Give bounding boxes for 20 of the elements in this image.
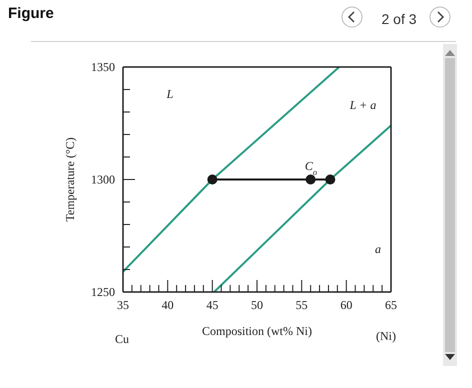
annotation: L + a: [348, 98, 376, 112]
x-axis-title: Composition (wt% Ni): [202, 324, 312, 338]
annotation: L: [166, 87, 174, 101]
x-tick-label: 65: [385, 298, 397, 312]
x-tick-label: 35: [117, 298, 129, 312]
annotation: a: [375, 242, 381, 256]
chart-title: Figure: [8, 5, 54, 22]
x-tick-label: 60: [340, 298, 352, 312]
annotation: C$_{o}$: [304, 159, 318, 176]
x-tick-label: 40: [162, 298, 174, 312]
text: 2 of 3: [381, 11, 417, 27]
x-tick-label: 45: [206, 298, 218, 312]
y-tick-label: 1300: [91, 172, 115, 186]
x-tick-label: 55: [296, 298, 308, 312]
y-axis-title: Temperature (°C): [63, 137, 77, 222]
x-tick-label: 50: [251, 298, 263, 312]
y-tick-label: 1250: [91, 285, 115, 299]
y-tick-label: 1350: [91, 60, 115, 74]
text: (Ni): [376, 329, 396, 343]
text: Cu: [114, 332, 130, 346]
